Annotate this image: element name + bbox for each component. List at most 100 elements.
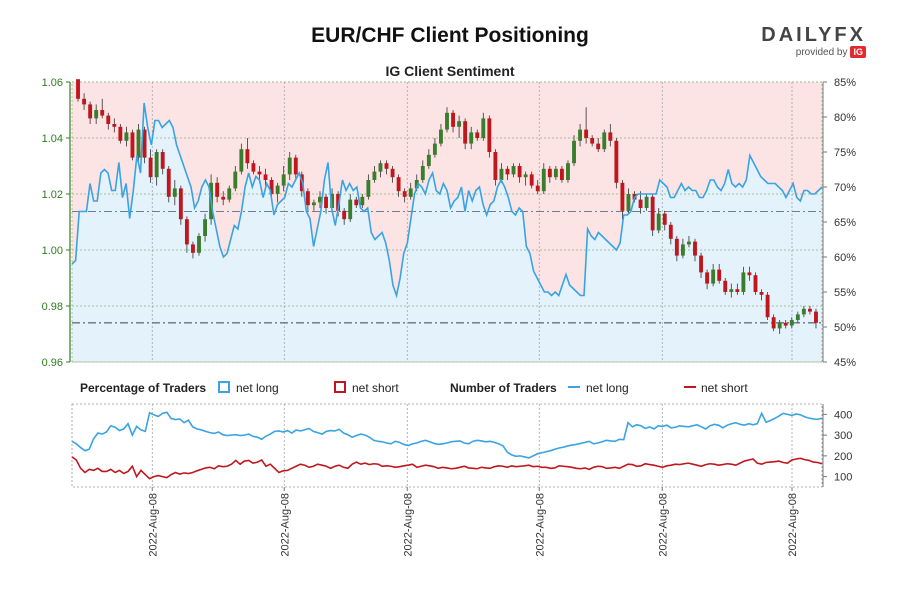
legend-num-short: net short [701, 381, 748, 395]
legend-pct-long-swatch [218, 381, 230, 393]
candle-body [100, 110, 105, 116]
candle-body [499, 168, 504, 180]
price-axis: 0.96 0.98 1.00 1.02 1.04 1.06 [42, 77, 71, 369]
candle-body [511, 166, 516, 175]
candle-body [644, 196, 649, 208]
candle-body [481, 118, 486, 138]
candle-body [281, 174, 286, 186]
candle-body [396, 177, 401, 192]
price-tick-label: 0.96 [42, 357, 63, 369]
traders-axis: 100 200 300 400 [822, 404, 852, 487]
net-short-count-line [71, 456, 823, 480]
candle-body [777, 322, 782, 329]
percent-tick-label: 70% [834, 182, 856, 194]
percent-tick-label: 75% [834, 147, 856, 159]
candle-body [735, 289, 740, 292]
candle-body [154, 152, 159, 178]
brand-logo: DAILYFX provided by IG [760, 24, 866, 60]
chart-subtitle: IG Client Sentiment [385, 63, 515, 79]
candle-body [245, 149, 250, 164]
candle-body [747, 272, 752, 276]
candle-body [656, 213, 661, 231]
candle-body [572, 140, 576, 164]
candle-body [668, 224, 673, 239]
price-candles [76, 79, 818, 334]
candle-body [378, 163, 383, 172]
price-tick-label: 1.00 [42, 245, 63, 257]
candle-body [759, 292, 764, 295]
candle-body [324, 196, 328, 208]
candle-body [263, 174, 268, 180]
candle-body [408, 188, 413, 197]
candle-body [753, 275, 758, 292]
candle-body [160, 152, 165, 169]
candle-body [541, 168, 546, 192]
candle-body [451, 112, 455, 127]
candle-body [529, 174, 534, 186]
candle-body [559, 168, 564, 180]
candle-body [221, 196, 226, 200]
candle-body [771, 317, 776, 329]
candle-body [94, 110, 99, 119]
candle-body [142, 129, 147, 158]
candle-body [148, 157, 153, 178]
candle-body [287, 157, 292, 175]
candle-body [275, 185, 280, 194]
price-tick-label: 1.02 [42, 189, 63, 201]
candle-body [584, 129, 589, 138]
price-tick-label: 1.04 [42, 133, 63, 145]
candle-body [251, 163, 256, 172]
candle-body [614, 140, 619, 183]
candle-body [191, 244, 195, 253]
candle-body [650, 196, 655, 231]
candle-body [197, 236, 201, 253]
candle-body [469, 132, 474, 144]
traders-tick-label: 400 [834, 409, 852, 421]
legend-pct-short-swatch [334, 381, 346, 393]
percent-tick-label: 60% [834, 252, 856, 264]
candle-body [318, 196, 322, 203]
brand-name: DAILYFX [761, 24, 866, 46]
candle-body [239, 149, 244, 172]
candle-body [203, 219, 207, 236]
candle-body [330, 194, 335, 208]
candle-body [741, 272, 746, 292]
candle-body [801, 308, 806, 315]
date-tick-label: 2022-Aug-08 [534, 493, 546, 557]
candle-body [354, 199, 359, 206]
traders-panel-frame [71, 403, 823, 488]
date-tick-label: 2022-Aug-08 [279, 493, 291, 557]
date-tick-label: 2022-Aug-08 [657, 493, 669, 557]
candle-body [293, 157, 298, 175]
percent-tick-label: 80% [834, 112, 856, 124]
candle-body [439, 129, 443, 144]
candle-body [166, 168, 171, 197]
candle-body [215, 182, 220, 197]
candle-body [445, 112, 449, 130]
legend-pct-long: net long [236, 381, 279, 395]
chart-title: EUR/CHF Client Positioning [311, 24, 589, 47]
candle-body [693, 241, 697, 256]
candle-body [76, 79, 80, 99]
candle-body [88, 104, 93, 119]
candle-body [596, 143, 601, 150]
candle-body [426, 154, 431, 166]
candle-body [305, 191, 310, 206]
candle-body [729, 289, 734, 292]
candle-body [662, 213, 667, 225]
candle-body [336, 194, 341, 211]
candle-body [227, 188, 232, 200]
candle-body [608, 132, 613, 141]
legend-pct-title: Percentage of Traders [80, 381, 206, 395]
price-tick-label: 0.98 [42, 301, 63, 313]
candle-body [578, 129, 583, 141]
candle-body [789, 320, 794, 326]
main-panel: 0.96 0.98 1.00 1.02 1.04 1.06 45% 50% 55% 60% 65%… [42, 77, 857, 369]
candle-body [112, 124, 117, 127]
main-panel-frame [71, 81, 823, 363]
candle-body [384, 163, 389, 169]
candle-body [269, 180, 274, 194]
candle-body [680, 244, 685, 256]
